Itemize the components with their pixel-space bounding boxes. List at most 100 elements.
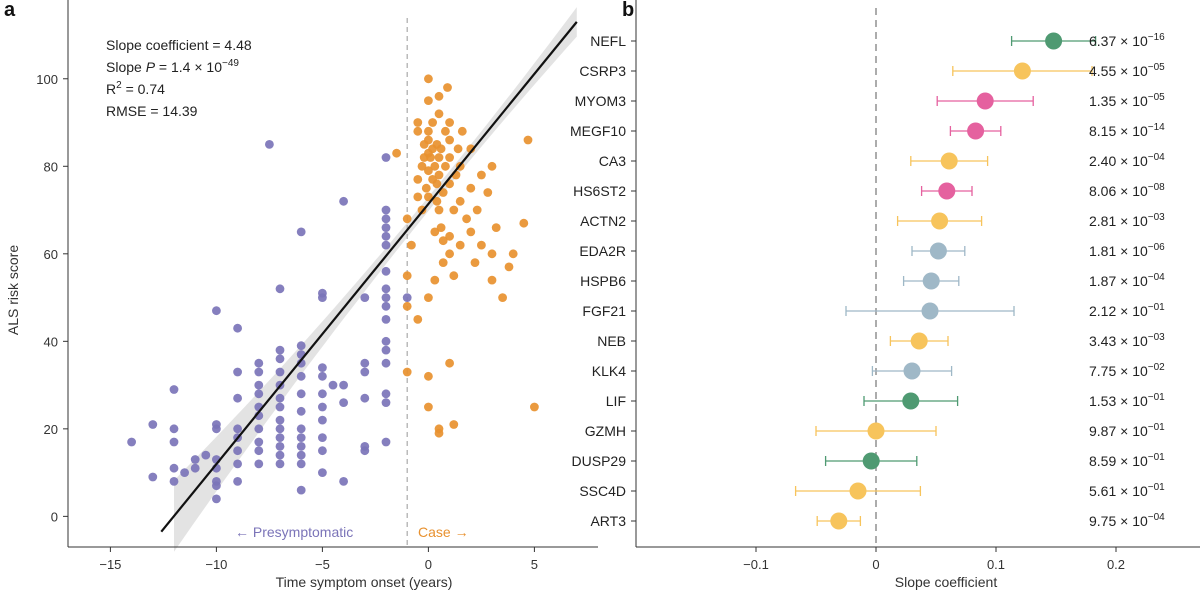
presymptomatic-point	[169, 437, 179, 447]
presymptomatic-point	[381, 315, 391, 324]
case-point	[413, 192, 423, 202]
case-point	[487, 275, 497, 285]
gene-label: CSRP3	[579, 63, 626, 79]
estimate-point	[1013, 62, 1031, 80]
estimate-point	[1045, 32, 1063, 50]
gene-label: GZMH	[585, 423, 626, 439]
presymptomatic-point	[296, 371, 306, 381]
case-point	[523, 135, 533, 145]
x-tick-label-a: −5	[315, 557, 330, 572]
forest-row-gzmh: GZMH 9.87 × 10−01	[585, 422, 1165, 440]
presymptomatic-point	[233, 459, 243, 469]
presymptomatic-point	[169, 477, 179, 486]
presymptomatic-point	[180, 468, 190, 477]
presymptomatic-point	[339, 398, 348, 407]
presymptomatic-point	[381, 214, 391, 224]
presymptomatic-point	[339, 477, 348, 486]
presymptomatic-point	[275, 367, 285, 377]
presymptomatic-point	[275, 393, 285, 403]
presymptomatic-point	[169, 463, 179, 473]
presymptomatic-point	[318, 468, 327, 477]
presymptomatic-point	[360, 442, 370, 451]
forest-row-csrp3: CSRP3 4.55 × 10−05	[579, 62, 1165, 80]
case-point	[424, 166, 433, 176]
gene-label: MYOM3	[575, 93, 627, 109]
case-point	[424, 293, 433, 302]
presymptomatic-point	[296, 450, 306, 460]
forest-row-neb: NEB 3.43 × 10−03	[597, 332, 1165, 350]
case-point	[466, 183, 476, 193]
case-point	[392, 148, 401, 158]
case-point	[424, 96, 433, 105]
case-point	[445, 118, 454, 127]
case-point	[413, 175, 423, 184]
estimate-point	[976, 92, 994, 110]
case-point	[487, 249, 497, 259]
case-point	[445, 358, 454, 368]
presymptomatic-point	[318, 389, 327, 399]
presymptomatic-point	[296, 442, 306, 451]
x-tick-label-a: 5	[531, 557, 538, 572]
presymptomatic-point	[275, 354, 285, 364]
case-point	[402, 301, 412, 311]
presymptomatic-annotation: ← Presymptomatic	[235, 524, 353, 540]
presymptomatic-point	[381, 358, 391, 368]
p-value-label: 5.61 × 10−01	[1089, 482, 1165, 499]
stats-box: Slope coefficient = 4.48 Slope P = 1.4 ×…	[106, 37, 252, 119]
presymptomatic-point	[169, 385, 179, 394]
p-value-label: 1.53 × 10−01	[1089, 392, 1165, 409]
gene-label: HSPB6	[580, 273, 626, 289]
presymptomatic-point	[296, 424, 306, 434]
presymptomatic-point	[381, 153, 391, 162]
panel-b: b NEFL 6.37 × 10−16 CSRP3 4.55 × 10−05 MYOM3…	[570, 0, 1200, 590]
forest-row-ssc4d: SSC4D 5.61 × 10−01	[579, 482, 1165, 500]
presymptomatic-point	[275, 402, 285, 412]
case-point	[438, 188, 448, 197]
y-tick-label-a: 20	[44, 422, 58, 437]
forest-row-klk4: KLK4 7.75 × 10−02	[592, 362, 1165, 380]
gene-label: ART3	[590, 513, 626, 529]
gene-label: ACTN2	[580, 213, 626, 229]
x-tick-label-a: −15	[99, 557, 121, 572]
presymptomatic-point	[296, 406, 306, 416]
case-point	[498, 293, 507, 302]
presymptomatic-point	[254, 424, 264, 434]
estimate-point	[940, 152, 958, 170]
regression-confidence-band	[174, 7, 577, 552]
p-value-label: 8.15 × 10−14	[1089, 122, 1165, 139]
case-point	[413, 118, 423, 127]
presymptomatic-point	[381, 293, 391, 302]
presymptomatic-point	[296, 227, 306, 237]
presymptomatic-point	[275, 459, 285, 469]
x-tick-label-a: 0	[425, 557, 432, 572]
case-point	[432, 179, 442, 189]
presymptomatic-point	[254, 389, 264, 399]
y-tick-label-a: 60	[44, 247, 58, 262]
presymptomatic-point	[381, 398, 391, 407]
panel-a-label: a	[4, 0, 16, 21]
case-point	[477, 240, 486, 250]
presymptomatic-point	[233, 424, 243, 434]
gene-label: EDA2R	[579, 243, 626, 259]
case-point	[434, 170, 444, 180]
y-tick-label-a: 80	[44, 159, 58, 174]
p-value-label: 1.35 × 10−05	[1089, 92, 1165, 109]
presymptomatic-point	[169, 424, 179, 434]
presymptomatic-point	[275, 442, 285, 451]
estimate-point	[938, 182, 956, 200]
case-point	[407, 240, 416, 250]
confidence-band	[174, 7, 577, 552]
estimate-point	[862, 452, 880, 470]
case-point	[438, 236, 448, 246]
presymptomatic-point	[265, 140, 274, 149]
presymptomatic-point	[381, 223, 391, 233]
case-point	[430, 161, 440, 171]
p-value-label: 8.06 × 10−08	[1089, 182, 1165, 199]
case-point	[457, 126, 467, 136]
case-point	[530, 402, 539, 412]
presymptomatic-point	[339, 196, 348, 206]
p-value-label: 9.87 × 10−01	[1089, 422, 1165, 439]
x-axis-title-a: Time symptom onset (years)	[276, 574, 453, 590]
presymptomatic-point	[254, 380, 264, 390]
estimate-point	[922, 272, 940, 290]
